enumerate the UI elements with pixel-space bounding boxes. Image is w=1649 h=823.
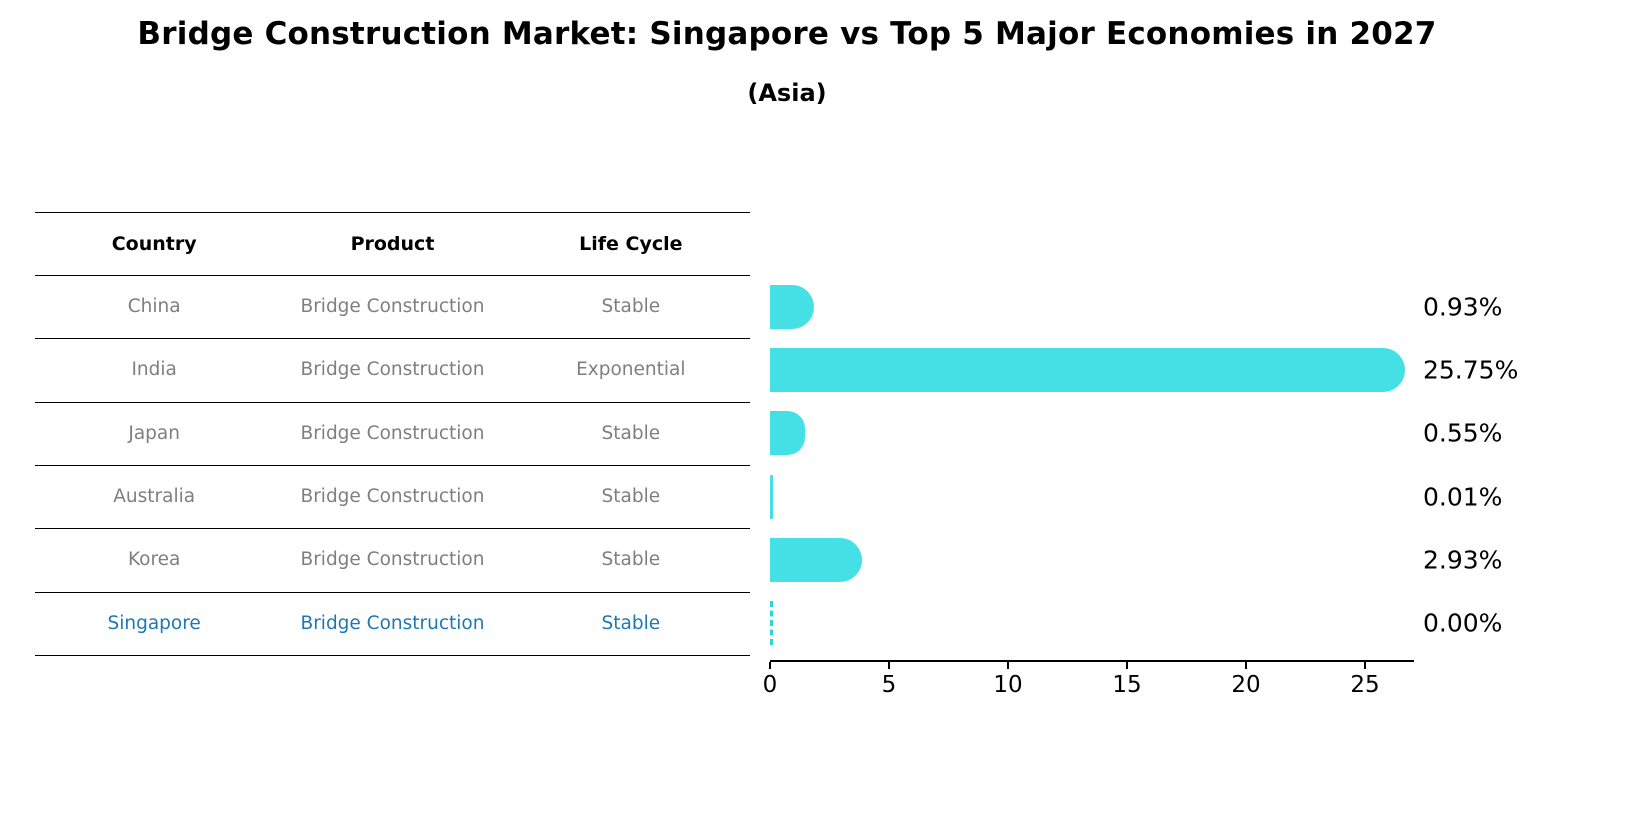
- x-tick-mark: [1007, 662, 1009, 669]
- value-label-japan: 0.55%: [1423, 418, 1503, 448]
- x-tick-mark: [888, 662, 890, 669]
- cell-country: China: [127, 296, 181, 318]
- table-row-korea: Korea Bridge Construction Stable: [35, 529, 750, 593]
- x-axis-line: [770, 660, 1414, 662]
- x-tick-label: 20: [1231, 672, 1261, 698]
- column-header-product: Product: [350, 232, 435, 255]
- table-row-singapore: Singapore Bridge Construction Stable: [35, 593, 750, 656]
- cell-country: Singapore: [107, 612, 201, 634]
- value-label-india: 25.75%: [1423, 355, 1519, 385]
- bar-singapore-zero: [770, 601, 773, 646]
- x-tick-label: 10: [993, 672, 1023, 698]
- x-tick-mark: [1245, 662, 1247, 669]
- chart-subtitle: (Asia): [747, 79, 827, 107]
- bar-china: [770, 284, 815, 329]
- table-row-australia: Australia Bridge Construction Stable: [35, 466, 750, 530]
- bar-australia: [770, 474, 773, 519]
- value-label-china: 0.93%: [1423, 292, 1503, 322]
- cell-country: Japan: [128, 422, 180, 444]
- cell-product: Bridge Construction: [300, 359, 485, 381]
- cell-life-cycle: Stable: [601, 612, 661, 634]
- table-row-china: China Bridge Construction Stable: [35, 276, 750, 340]
- value-label-singapore: 0.00%: [1423, 608, 1503, 638]
- column-header-life-cycle: Life Cycle: [579, 232, 683, 255]
- value-label-korea: 2.93%: [1423, 545, 1503, 575]
- cell-country: Korea: [127, 549, 181, 571]
- bar-japan: [770, 411, 806, 456]
- cell-life-cycle: Stable: [601, 422, 661, 444]
- x-tick-label: 0: [762, 672, 778, 698]
- x-tick-mark: [1126, 662, 1128, 669]
- cell-product: Bridge Construction: [300, 612, 485, 634]
- bar-korea: [770, 537, 862, 582]
- table-row-india: India Bridge Construction Exponential: [35, 339, 750, 403]
- cell-product: Bridge Construction: [300, 422, 485, 444]
- table-row-japan: Japan Bridge Construction Stable: [35, 403, 750, 466]
- cell-life-cycle: Exponential: [576, 359, 686, 381]
- x-tick-label: 15: [1112, 672, 1142, 698]
- x-tick-label: 25: [1350, 672, 1380, 698]
- chart-title: Bridge Construction Market: Singapore vs…: [137, 16, 1437, 52]
- x-tick-mark: [1364, 662, 1366, 669]
- cell-country: Australia: [113, 486, 196, 508]
- cell-product: Bridge Construction: [300, 486, 485, 508]
- x-tick-mark: [769, 662, 771, 669]
- value-label-australia: 0.01%: [1423, 482, 1503, 512]
- bar-india: [770, 347, 1405, 392]
- table-header-row: Country Product Life Cycle: [35, 213, 750, 276]
- cell-product: Bridge Construction: [300, 549, 485, 571]
- table-body: China Bridge Construction Stable India Bridg…: [35, 276, 750, 656]
- cell-life-cycle: Stable: [601, 296, 661, 318]
- cell-product: Bridge Construction: [300, 296, 485, 318]
- x-tick-label: 5: [881, 672, 897, 698]
- cell-life-cycle: Stable: [601, 486, 661, 508]
- summary-table: Country Product Life Cycle China Bridge C…: [35, 212, 750, 656]
- cell-country: India: [131, 359, 177, 381]
- cell-life-cycle: Stable: [601, 549, 661, 571]
- column-header-country: Country: [111, 232, 197, 255]
